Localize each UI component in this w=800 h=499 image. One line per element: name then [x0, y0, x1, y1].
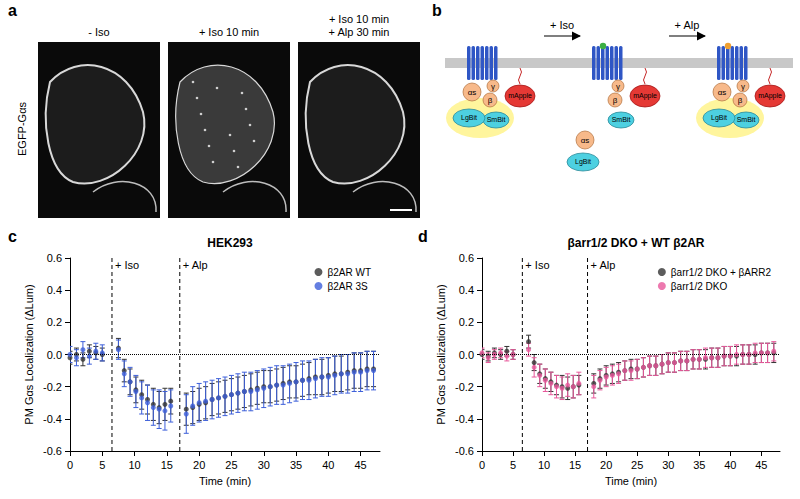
svg-text:35: 35 — [693, 459, 705, 471]
svg-text:βarr1/2 DKO: βarr1/2 DKO — [671, 281, 728, 292]
svg-text:a: a — [8, 2, 17, 19]
svg-text:αs: αs — [718, 88, 727, 97]
svg-text:mApple: mApple — [633, 92, 657, 100]
svg-text:mApple: mApple — [758, 92, 782, 100]
svg-text:45: 45 — [355, 459, 367, 471]
svg-text:0.4: 0.4 — [47, 284, 62, 296]
svg-text:5: 5 — [510, 459, 516, 471]
svg-text:LgBit: LgBit — [461, 114, 477, 122]
svg-text:+ Iso: + Iso — [115, 259, 139, 271]
svg-text:35: 35 — [290, 459, 302, 471]
svg-text:b: b — [432, 2, 442, 19]
svg-text:20: 20 — [193, 459, 205, 471]
svg-text:β2AR WT: β2AR WT — [327, 267, 371, 278]
svg-text:β: β — [738, 96, 743, 105]
svg-text:-0.2: -0.2 — [455, 381, 474, 393]
svg-text:c: c — [8, 228, 17, 245]
svg-text:0.0: 0.0 — [47, 349, 62, 361]
svg-text:10: 10 — [538, 459, 550, 471]
svg-text:β: β — [488, 96, 493, 105]
svg-text:0.4: 0.4 — [459, 284, 474, 296]
svg-text:30: 30 — [662, 459, 674, 471]
svg-text:0.6: 0.6 — [459, 252, 474, 264]
svg-text:0.2: 0.2 — [47, 316, 62, 328]
svg-text:αs: αs — [468, 88, 477, 97]
svg-text:+ Iso 10 min: + Iso 10 min — [199, 26, 259, 38]
svg-text:25: 25 — [225, 459, 237, 471]
svg-text:-0.2: -0.2 — [43, 381, 62, 393]
svg-text:- Iso: - Iso — [88, 26, 109, 38]
svg-text:βarr1/2 DKO + βARR2: βarr1/2 DKO + βARR2 — [671, 267, 772, 278]
svg-text:0.2: 0.2 — [459, 316, 474, 328]
svg-text:0: 0 — [67, 459, 73, 471]
svg-text:45: 45 — [755, 459, 767, 471]
svg-text:+ Alp: + Alp — [591, 259, 616, 271]
svg-text:+ Alp: + Alp — [675, 19, 700, 31]
svg-text:20: 20 — [600, 459, 612, 471]
svg-text:40: 40 — [322, 459, 334, 471]
svg-text:+ Iso 10 min: + Iso 10 min — [329, 13, 389, 25]
svg-text:Time (min): Time (min) — [605, 475, 657, 487]
svg-text:0.0: 0.0 — [459, 349, 474, 361]
svg-text:+ Iso: + Iso — [550, 19, 574, 31]
svg-text:SmBit: SmBit — [487, 116, 506, 123]
svg-text:PM Gαs Localization (ΔLum): PM Gαs Localization (ΔLum) — [23, 284, 35, 424]
svg-text:EGFP-Gαs: EGFP-Gαs — [16, 101, 28, 156]
svg-text:10: 10 — [128, 459, 140, 471]
svg-text:γ: γ — [616, 82, 620, 91]
svg-text:β2AR 3S: β2AR 3S — [327, 281, 368, 292]
svg-text:αs: αs — [581, 136, 590, 145]
svg-text:-0.4: -0.4 — [43, 413, 62, 425]
svg-text:-0.6: -0.6 — [43, 445, 62, 457]
svg-text:γ: γ — [491, 82, 495, 91]
svg-text:15: 15 — [569, 459, 581, 471]
svg-text:40: 40 — [724, 459, 736, 471]
svg-text:mApple: mApple — [508, 92, 532, 100]
svg-text:15: 15 — [161, 459, 173, 471]
svg-text:+ Alp 30 min: + Alp 30 min — [329, 26, 390, 38]
svg-text:HEK293: HEK293 — [207, 236, 253, 250]
svg-text:SmBit: SmBit — [612, 116, 631, 123]
svg-text:25: 25 — [631, 459, 643, 471]
svg-text:-0.4: -0.4 — [455, 413, 474, 425]
svg-text:+ Alp: + Alp — [183, 259, 208, 271]
svg-text:LgBit: LgBit — [575, 158, 591, 166]
svg-text:+ Iso: + Iso — [525, 259, 549, 271]
svg-text:PM Gαs Localization (ΔLum): PM Gαs Localization (ΔLum) — [435, 284, 447, 424]
svg-text:-0.6: -0.6 — [455, 445, 474, 457]
svg-text:βarr1/2 DKO + WT β2AR: βarr1/2 DKO + WT β2AR — [567, 236, 704, 250]
svg-text:Time (min): Time (min) — [199, 475, 251, 487]
svg-text:d: d — [418, 228, 428, 245]
svg-text:0.6: 0.6 — [47, 252, 62, 264]
svg-text:SmBit: SmBit — [737, 116, 756, 123]
svg-text:5: 5 — [99, 459, 105, 471]
svg-text:0: 0 — [479, 459, 485, 471]
svg-text:30: 30 — [258, 459, 270, 471]
svg-text:LgBit: LgBit — [711, 114, 727, 122]
svg-text:β: β — [613, 96, 618, 105]
svg-text:γ: γ — [741, 82, 745, 91]
